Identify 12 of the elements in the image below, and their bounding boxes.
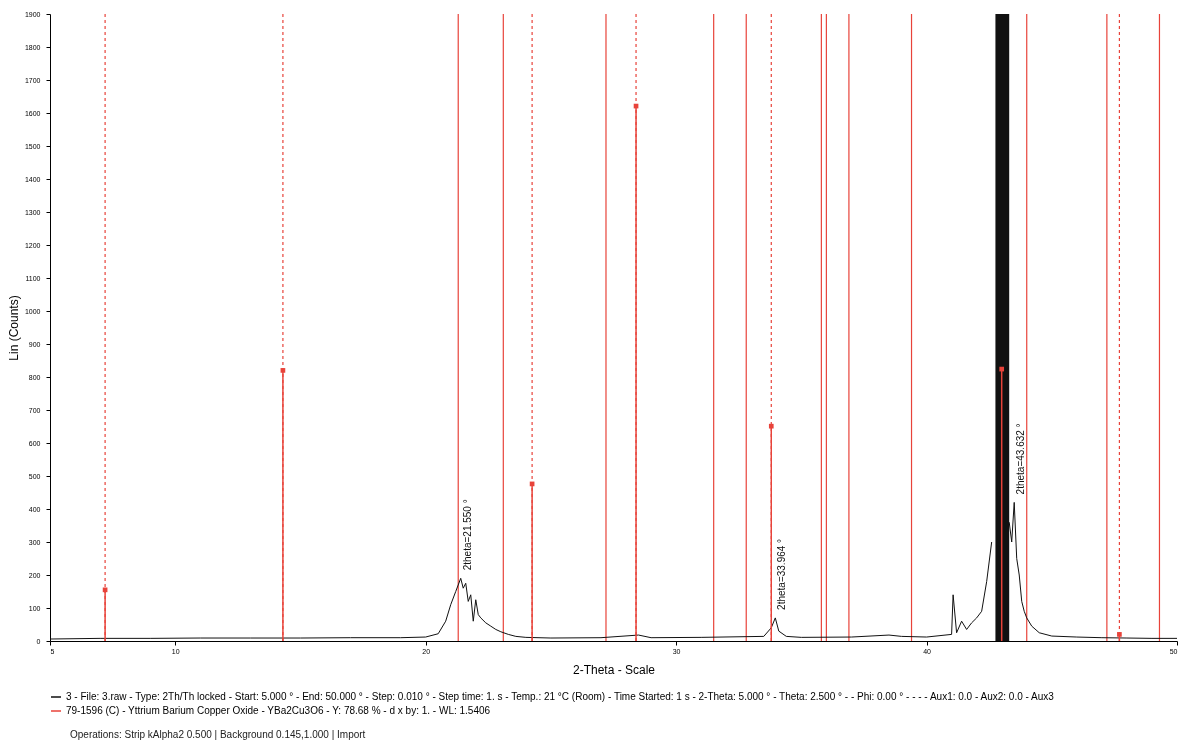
point xyxy=(280,368,286,373)
annotation: 2theta=21.550 ° xyxy=(461,499,473,571)
annotation: 2theta=43.632 ° xyxy=(1015,423,1027,495)
point xyxy=(768,423,774,429)
text: Operations: Strip kAlpha2 0.500 | Background 0.145,1.000 | Import xyxy=(70,729,366,740)
point xyxy=(1117,632,1122,637)
legend-label: 79-1596 (C) - Yttrium Barium Copper Oxide - YBa2Cu3O6 - Y: 78.68 % - d x by: 1. - WL: 1.5406 xyxy=(66,705,491,716)
point xyxy=(999,366,1005,372)
legend-label: 3 - File: 3.raw - Type: 2Th/Th locked - Start: 5.000 ° - End: 50.000 ° - Step: 0.010 ° - Step time: 1. s - Temp.: 21 °C (Room) - Time Started: 1 s - 2-Theta: 5.000 ° - Theta: 2.500 ° - - Phi: 0.00 ° - - - - Aux1: 0.0 - Aux2: 0.0 - Aux3 xyxy=(66,691,1055,702)
x-axis-title: 2-Theta - Scale xyxy=(572,662,656,677)
annotation: 2theta=33.964 ° xyxy=(776,538,788,610)
y-axis-title: Lin (Counts) xyxy=(6,295,21,361)
